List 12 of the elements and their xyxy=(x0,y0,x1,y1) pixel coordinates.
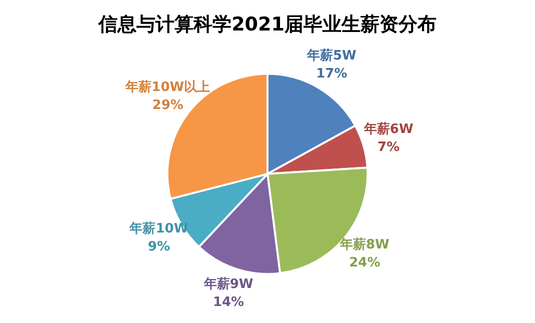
data-label: 24% xyxy=(349,256,380,271)
chart-title: 信息与计算科学2021届毕业生薪资分布 xyxy=(98,13,436,36)
slice-label: 年薪9W xyxy=(202,276,254,292)
slice-label: 年薪10W以上 xyxy=(124,78,210,95)
data-label: 9% xyxy=(148,239,170,254)
slice-label: 年薪6W xyxy=(362,121,414,138)
data-label: 29% xyxy=(152,98,184,113)
data-label: 7% xyxy=(378,140,400,156)
data-label: 17% xyxy=(316,66,348,82)
data-label: 14% xyxy=(212,295,244,310)
slice-label: 年薪5W xyxy=(306,48,356,64)
slice-label: 年薪8W xyxy=(338,236,390,253)
